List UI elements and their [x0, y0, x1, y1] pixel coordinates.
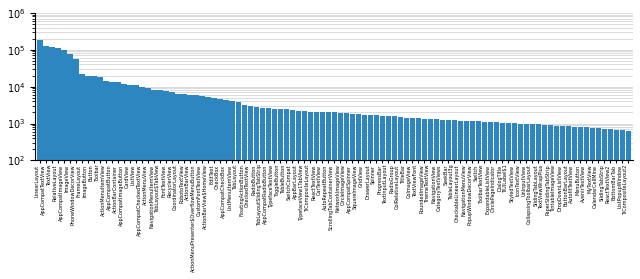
Bar — [536, 124, 541, 279]
Bar — [109, 82, 115, 279]
Bar — [626, 131, 631, 279]
Bar — [79, 74, 84, 279]
Bar — [410, 118, 415, 279]
Bar — [218, 99, 223, 279]
Bar — [193, 95, 198, 279]
Bar — [506, 123, 511, 279]
Bar — [301, 111, 307, 279]
Bar — [56, 48, 61, 279]
Bar — [476, 121, 481, 279]
Bar — [541, 125, 547, 279]
Bar — [332, 112, 337, 279]
Bar — [470, 121, 475, 279]
Bar — [49, 47, 54, 279]
Bar — [175, 93, 180, 279]
Bar — [380, 116, 385, 279]
Bar — [392, 116, 397, 279]
Bar — [367, 115, 372, 279]
Bar — [422, 119, 427, 279]
Bar — [97, 77, 102, 279]
Bar — [163, 91, 168, 279]
Bar — [440, 119, 445, 279]
Bar — [289, 110, 294, 279]
Bar — [374, 116, 379, 279]
Bar — [200, 96, 205, 279]
Bar — [85, 76, 90, 279]
Bar — [602, 129, 607, 279]
Bar — [500, 122, 505, 279]
Bar — [589, 128, 595, 279]
Bar — [337, 113, 342, 279]
Bar — [205, 97, 211, 279]
Bar — [434, 119, 438, 279]
Bar — [572, 127, 577, 279]
Bar — [152, 90, 157, 279]
Bar — [445, 120, 451, 279]
Bar — [518, 124, 523, 279]
Bar — [92, 76, 97, 279]
Bar — [566, 126, 571, 279]
Bar — [362, 115, 367, 279]
Bar — [482, 122, 487, 279]
Bar — [578, 127, 583, 279]
Bar — [548, 125, 553, 279]
Bar — [344, 113, 349, 279]
Bar — [428, 119, 433, 279]
Bar — [223, 100, 228, 279]
Bar — [122, 84, 127, 279]
Bar — [67, 54, 72, 279]
Bar — [349, 114, 355, 279]
Bar — [115, 82, 120, 279]
Bar — [397, 117, 403, 279]
Bar — [415, 118, 420, 279]
Bar — [140, 86, 145, 279]
Bar — [319, 112, 324, 279]
Bar — [554, 126, 559, 279]
Bar — [157, 90, 163, 279]
Bar — [211, 98, 216, 279]
Bar — [37, 40, 42, 279]
Bar — [271, 109, 276, 279]
Bar — [559, 126, 564, 279]
Bar — [74, 59, 79, 279]
Bar — [230, 100, 235, 279]
Bar — [278, 109, 283, 279]
Bar — [266, 108, 271, 279]
Bar — [134, 85, 138, 279]
Bar — [182, 94, 187, 279]
Bar — [236, 102, 241, 279]
Bar — [248, 106, 253, 279]
Bar — [524, 124, 529, 279]
Bar — [608, 129, 612, 279]
Bar — [596, 128, 601, 279]
Bar — [284, 109, 289, 279]
Bar — [170, 92, 175, 279]
Bar — [584, 128, 589, 279]
Bar — [127, 85, 132, 279]
Bar — [385, 116, 390, 279]
Bar — [404, 117, 409, 279]
Bar — [61, 50, 67, 279]
Bar — [145, 88, 150, 279]
Bar — [356, 114, 361, 279]
Bar — [104, 81, 109, 279]
Bar — [614, 130, 619, 279]
Bar — [253, 107, 259, 279]
Bar — [259, 108, 264, 279]
Bar — [296, 111, 301, 279]
Bar — [44, 45, 49, 279]
Bar — [326, 112, 331, 279]
Bar — [452, 120, 457, 279]
Bar — [463, 121, 468, 279]
Bar — [241, 105, 246, 279]
Bar — [314, 112, 319, 279]
Bar — [511, 123, 516, 279]
Bar — [530, 124, 535, 279]
Bar — [188, 95, 193, 279]
Bar — [620, 130, 625, 279]
Bar — [488, 122, 493, 279]
Bar — [308, 112, 313, 279]
Bar — [493, 122, 499, 279]
Bar — [458, 121, 463, 279]
